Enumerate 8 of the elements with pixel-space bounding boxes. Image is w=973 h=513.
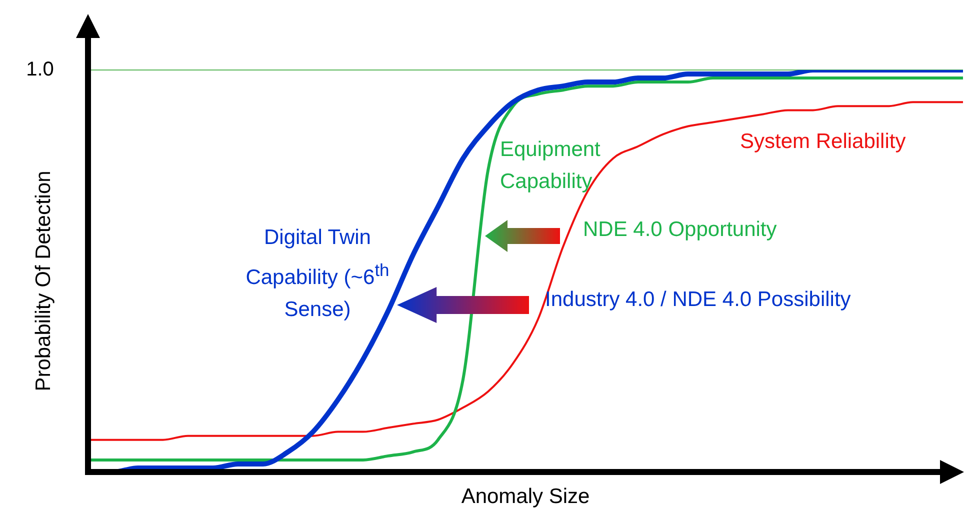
annotation: Industry 4.0 / NDE 4.0 Possibility	[545, 288, 851, 312]
x-axis-title: Anomaly Size	[461, 484, 590, 508]
annotation: NDE 4.0 Opportunity	[583, 218, 777, 242]
series-label: System Reliability	[740, 129, 907, 155]
text: Digital Twin Capability (~6$^{th}$ Sense)	[246, 226, 390, 321]
ref-line-label: 1.0	[26, 58, 54, 81]
series-label: Equipment Capability	[500, 137, 602, 195]
y-axis-title: Probability Of Detection	[32, 170, 55, 392]
